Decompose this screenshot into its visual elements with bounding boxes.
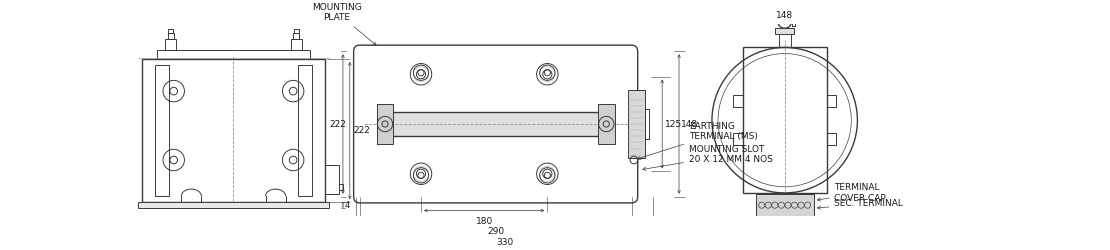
Bar [339,184,343,190]
Bar [791,22,796,26]
Text: 222: 222 [330,120,346,128]
Text: 290: 290 [487,228,504,236]
Bar [827,133,836,145]
Bar [811,222,816,226]
Text: TERMINAL
COVER CAP: TERMINAL COVER CAP [817,183,886,203]
Bar [155,65,169,196]
Bar [157,50,310,59]
Bar [142,59,325,202]
Text: 148: 148 [776,12,794,20]
Bar [168,33,174,39]
Circle shape [783,19,787,24]
Bar [753,216,817,222]
Bar [756,194,814,216]
Bar [628,90,645,158]
Bar [778,30,790,48]
Bar [734,95,743,107]
Bar [169,29,173,33]
Bar [827,95,836,107]
Text: 125: 125 [665,120,682,128]
Text: SEC. TERMINAL: SEC. TERMINAL [817,199,904,209]
Bar [598,104,615,144]
Bar [291,39,302,50]
Bar [776,28,794,34]
Bar [297,65,312,196]
Bar [293,33,300,39]
Bar [376,104,393,144]
Bar [754,222,758,226]
Bar [294,29,299,33]
Text: MOUNTING SLOT
20 X 12 MM 4 NOS: MOUNTING SLOT 20 X 12 MM 4 NOS [643,145,773,171]
Text: 330: 330 [496,238,513,247]
Bar [165,39,176,50]
Text: MOUNTING
PLATE: MOUNTING PLATE [312,3,376,45]
Text: 4: 4 [344,201,350,210]
Bar [645,109,649,139]
Text: 180: 180 [475,217,493,226]
Bar [386,112,605,136]
Bar [138,202,330,208]
Text: 222: 222 [354,126,371,135]
Bar [734,133,743,145]
Text: EARTHING
TERMINAL (MS): EARTHING TERMINAL (MS) [637,122,758,160]
Bar [743,48,827,193]
Bar [325,165,339,194]
Text: 148: 148 [682,120,698,128]
